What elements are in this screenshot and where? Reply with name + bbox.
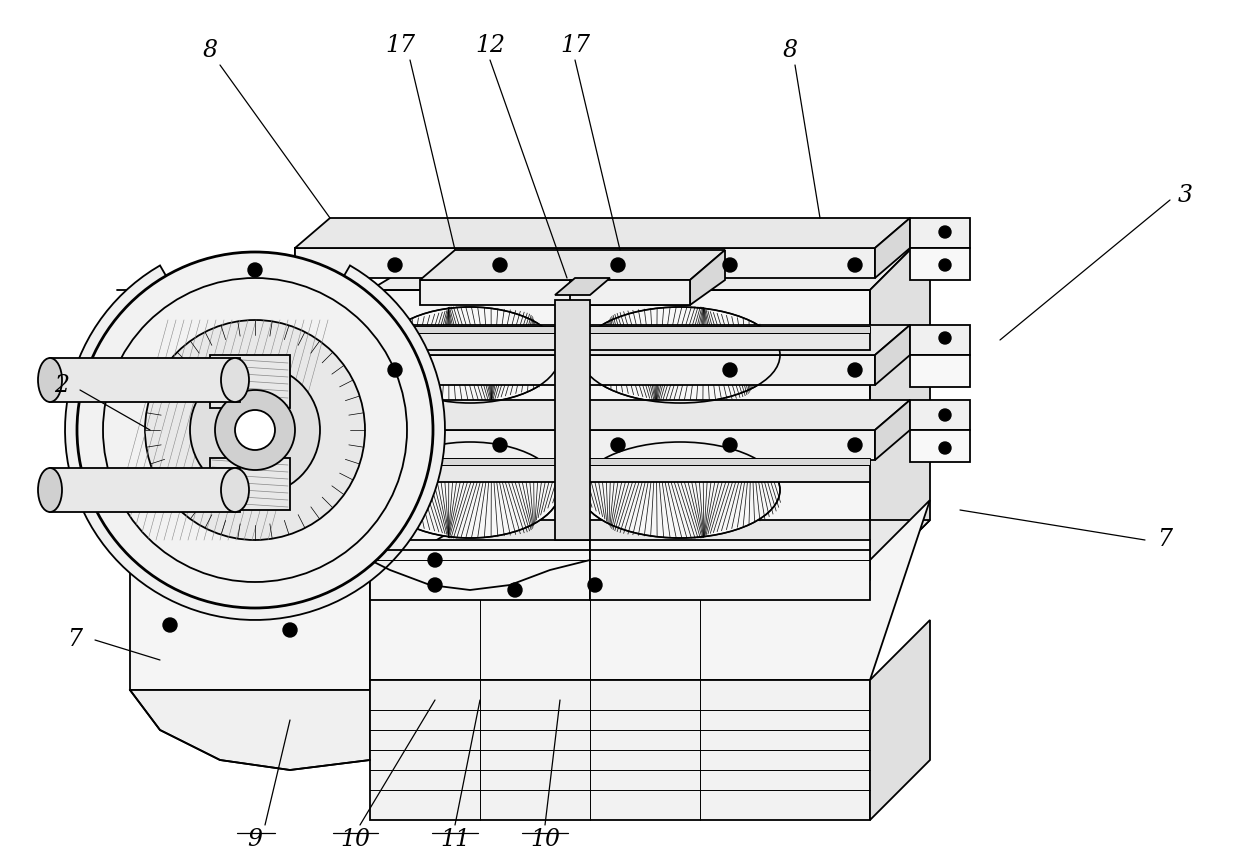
- Polygon shape: [295, 325, 910, 355]
- Polygon shape: [50, 468, 241, 512]
- Polygon shape: [370, 230, 930, 290]
- Polygon shape: [910, 400, 970, 430]
- Polygon shape: [910, 430, 970, 462]
- Polygon shape: [910, 218, 970, 248]
- Circle shape: [388, 258, 402, 272]
- Text: 11: 11: [440, 829, 470, 851]
- Text: 10: 10: [340, 829, 370, 851]
- Circle shape: [428, 553, 441, 567]
- Polygon shape: [290, 300, 325, 540]
- Polygon shape: [295, 355, 875, 385]
- Text: 17: 17: [384, 34, 415, 56]
- Polygon shape: [875, 218, 910, 278]
- Circle shape: [388, 363, 402, 377]
- Text: 8: 8: [202, 38, 217, 62]
- Circle shape: [723, 438, 737, 452]
- Circle shape: [848, 438, 862, 452]
- Polygon shape: [910, 325, 970, 355]
- Circle shape: [494, 258, 507, 272]
- Polygon shape: [50, 358, 241, 402]
- Polygon shape: [295, 465, 870, 482]
- Text: 10: 10: [529, 829, 560, 851]
- Ellipse shape: [215, 390, 295, 470]
- Circle shape: [611, 438, 625, 452]
- Ellipse shape: [38, 358, 62, 402]
- Text: 3: 3: [1178, 184, 1193, 206]
- Circle shape: [248, 263, 262, 277]
- Polygon shape: [910, 355, 970, 387]
- Polygon shape: [370, 520, 930, 580]
- Circle shape: [494, 438, 507, 452]
- Circle shape: [848, 258, 862, 272]
- Circle shape: [428, 578, 441, 592]
- Polygon shape: [590, 540, 870, 600]
- Polygon shape: [295, 333, 870, 350]
- Polygon shape: [210, 458, 290, 510]
- Polygon shape: [130, 690, 370, 770]
- Ellipse shape: [580, 307, 780, 403]
- Text: 9: 9: [248, 829, 263, 851]
- Polygon shape: [295, 400, 910, 430]
- Text: 7: 7: [67, 629, 83, 651]
- Polygon shape: [370, 500, 930, 680]
- Text: 7: 7: [1157, 529, 1173, 551]
- Circle shape: [939, 409, 951, 421]
- Circle shape: [939, 332, 951, 344]
- Polygon shape: [290, 278, 345, 295]
- Ellipse shape: [379, 307, 560, 403]
- Ellipse shape: [190, 365, 320, 495]
- Ellipse shape: [77, 252, 433, 608]
- Text: 2: 2: [55, 374, 69, 396]
- Polygon shape: [870, 620, 930, 820]
- Circle shape: [508, 583, 522, 597]
- Polygon shape: [295, 430, 875, 460]
- Circle shape: [939, 226, 951, 238]
- Circle shape: [723, 258, 737, 272]
- Polygon shape: [570, 280, 689, 305]
- Polygon shape: [210, 355, 290, 408]
- Polygon shape: [910, 248, 970, 280]
- Polygon shape: [370, 680, 870, 820]
- Ellipse shape: [580, 442, 780, 538]
- Circle shape: [283, 623, 298, 637]
- Polygon shape: [295, 218, 910, 248]
- Circle shape: [611, 258, 625, 272]
- Ellipse shape: [379, 442, 560, 538]
- Polygon shape: [689, 250, 725, 305]
- Ellipse shape: [145, 320, 365, 540]
- Circle shape: [162, 618, 177, 632]
- Polygon shape: [370, 540, 590, 600]
- Circle shape: [939, 442, 951, 454]
- Circle shape: [848, 363, 862, 377]
- Polygon shape: [295, 458, 870, 465]
- Circle shape: [723, 363, 737, 377]
- Circle shape: [939, 259, 951, 271]
- Polygon shape: [64, 265, 445, 620]
- Polygon shape: [295, 248, 875, 278]
- Polygon shape: [295, 326, 870, 333]
- Polygon shape: [200, 290, 370, 580]
- Polygon shape: [875, 400, 910, 460]
- Ellipse shape: [38, 468, 62, 512]
- Ellipse shape: [236, 410, 275, 450]
- Ellipse shape: [221, 468, 249, 512]
- Polygon shape: [420, 280, 689, 305]
- Text: 8: 8: [782, 38, 797, 62]
- Polygon shape: [420, 250, 725, 280]
- Text: 17: 17: [560, 34, 590, 56]
- Ellipse shape: [221, 358, 249, 402]
- Circle shape: [588, 578, 601, 592]
- Polygon shape: [875, 325, 910, 385]
- Polygon shape: [870, 230, 930, 580]
- Polygon shape: [370, 290, 870, 580]
- Polygon shape: [556, 278, 610, 295]
- Text: 12: 12: [475, 34, 505, 56]
- Polygon shape: [130, 560, 370, 690]
- Polygon shape: [556, 300, 590, 540]
